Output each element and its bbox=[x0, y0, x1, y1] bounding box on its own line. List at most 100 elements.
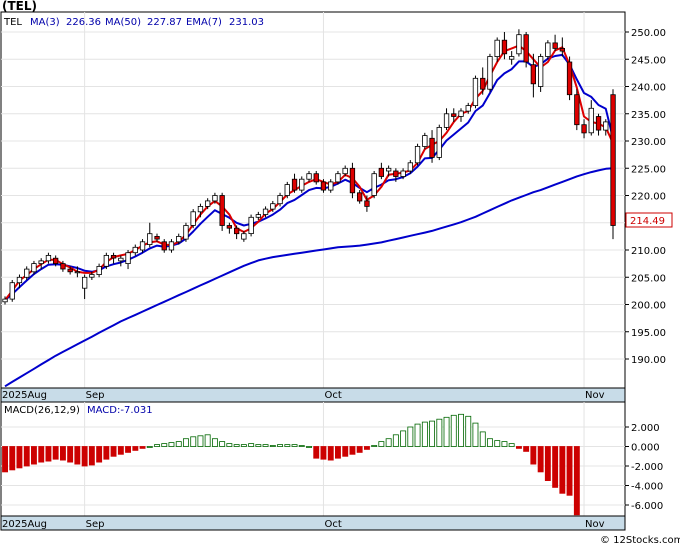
date-label: 2025Aug bbox=[2, 390, 47, 401]
candle-body bbox=[451, 113, 457, 117]
candle-body bbox=[472, 77, 479, 107]
ticker-title: (TEL) bbox=[2, 0, 37, 13]
candle-body bbox=[335, 173, 341, 183]
macd-bar bbox=[573, 446, 580, 516]
macd-bar bbox=[320, 446, 327, 460]
price-tick-label: 200.00 bbox=[631, 301, 666, 312]
candle-body bbox=[320, 181, 327, 191]
candle-body bbox=[103, 254, 109, 267]
watermark: © 12Stocks.com bbox=[600, 535, 680, 546]
candle-body bbox=[161, 241, 167, 251]
macd-bar bbox=[392, 434, 399, 447]
candle bbox=[414, 143, 421, 166]
date-label: Nov bbox=[585, 519, 605, 530]
macd-bar bbox=[501, 441, 508, 447]
candle-body bbox=[581, 124, 587, 134]
price-tick-label: 235.00 bbox=[631, 110, 666, 121]
macd-bar bbox=[248, 443, 255, 447]
candle-body bbox=[147, 233, 153, 245]
candle-body bbox=[559, 48, 565, 52]
candle-body bbox=[588, 107, 594, 134]
candle bbox=[407, 160, 414, 174]
candle bbox=[183, 222, 189, 242]
legend-symbol: TEL bbox=[3, 17, 22, 28]
candle-body bbox=[328, 181, 334, 191]
macd-bar bbox=[88, 446, 95, 466]
candle bbox=[342, 165, 348, 177]
candle bbox=[422, 132, 428, 150]
macd-bar bbox=[429, 420, 435, 447]
candle-body bbox=[545, 42, 551, 57]
candle-body bbox=[458, 110, 464, 117]
candle bbox=[306, 170, 312, 182]
macd-bar bbox=[52, 446, 59, 460]
candle-body bbox=[407, 162, 414, 172]
macd-bar bbox=[523, 446, 530, 452]
candle bbox=[566, 56, 573, 101]
candle-body bbox=[96, 265, 102, 275]
candle-body bbox=[53, 257, 59, 265]
macd-bar bbox=[552, 446, 559, 488]
candle-body bbox=[393, 170, 399, 177]
candle bbox=[552, 34, 558, 52]
candle bbox=[197, 203, 204, 218]
macd-legend-value: MACD:-7.031 bbox=[87, 405, 153, 416]
candle bbox=[429, 130, 435, 163]
macd-legend: MACD(26,12,9) MACD:-7.031 bbox=[4, 405, 153, 416]
macd-bar bbox=[204, 434, 211, 447]
candle-body bbox=[487, 56, 493, 90]
candle bbox=[31, 260, 37, 275]
price-panel: 190.00195.00200.00205.00210.00215.00220.… bbox=[0, 11, 666, 389]
candle-body bbox=[342, 167, 348, 175]
candle bbox=[132, 244, 138, 256]
candle-body bbox=[422, 135, 428, 147]
candle bbox=[38, 258, 44, 270]
candle-body bbox=[501, 39, 508, 55]
candle-body bbox=[378, 167, 385, 177]
macd-bar bbox=[197, 435, 204, 447]
candle-body bbox=[530, 64, 536, 85]
candle-body bbox=[552, 42, 558, 49]
macd-bar bbox=[479, 431, 486, 447]
candle bbox=[595, 113, 602, 136]
candle bbox=[291, 173, 298, 193]
macd-bar bbox=[9, 446, 16, 471]
candle bbox=[24, 266, 30, 280]
candle bbox=[400, 168, 406, 180]
candle-body bbox=[183, 225, 189, 240]
macd-bar bbox=[356, 446, 363, 453]
candle-body bbox=[566, 61, 573, 96]
candle-body bbox=[60, 263, 66, 270]
macd-legend-params: MACD(26,12,9) bbox=[4, 405, 80, 416]
candle bbox=[472, 75, 479, 109]
candle bbox=[516, 29, 522, 57]
candle bbox=[610, 89, 616, 240]
macd-bar bbox=[306, 446, 312, 448]
macd-bar bbox=[559, 446, 566, 494]
candle bbox=[480, 67, 486, 95]
candle bbox=[89, 271, 95, 280]
macd-bar bbox=[269, 445, 276, 447]
macd-bar bbox=[516, 446, 522, 449]
candle bbox=[16, 274, 23, 289]
candle bbox=[248, 214, 254, 237]
macd-bar bbox=[450, 414, 457, 447]
last-price-label: 214.49 bbox=[630, 216, 665, 227]
candle bbox=[443, 108, 450, 131]
date-label: Oct bbox=[324, 390, 341, 401]
candle bbox=[147, 222, 153, 248]
candle-body bbox=[212, 195, 218, 202]
candle-body bbox=[197, 205, 204, 213]
macd-bar bbox=[436, 418, 443, 447]
candle-body bbox=[436, 127, 442, 158]
macd-bar bbox=[30, 446, 37, 465]
macd-bar bbox=[298, 445, 305, 447]
macd-bar bbox=[371, 445, 378, 447]
legend-ema7-value: 231.03 bbox=[229, 17, 264, 28]
candle bbox=[270, 200, 276, 212]
candle bbox=[161, 239, 167, 253]
macd-bar bbox=[291, 444, 298, 447]
candle bbox=[458, 108, 464, 122]
candle bbox=[364, 195, 370, 212]
